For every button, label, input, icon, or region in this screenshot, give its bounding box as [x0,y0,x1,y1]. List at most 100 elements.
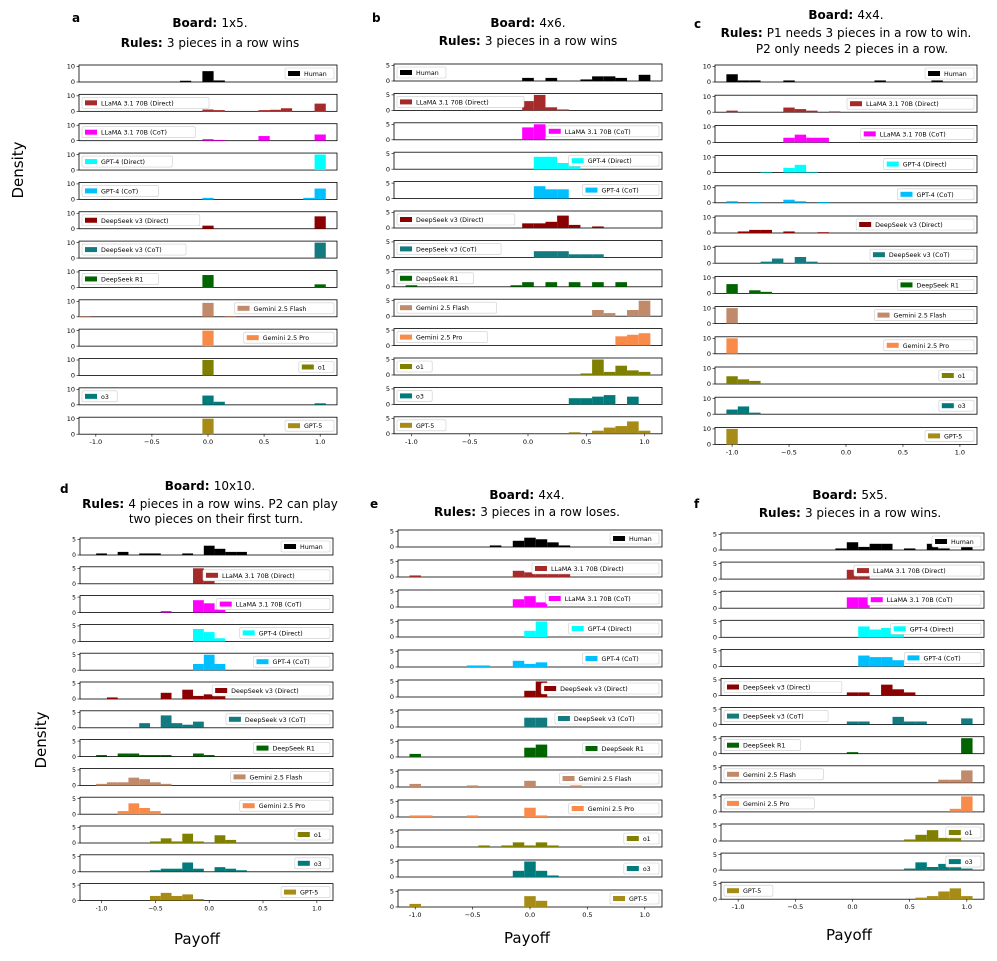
y-tick-label: 0 [713,692,717,700]
legend-swatch [900,191,913,197]
bar [874,80,886,82]
legend-swatch [246,335,259,341]
x-tick-label: −0.5 [787,903,803,911]
legend-swatch [85,247,97,253]
legend: Human [396,66,447,79]
x-tick-label: -1.0 [89,438,102,446]
y-tick-label: 10 [67,121,75,129]
panel-title-rules-b: Rules: 3 pieces in a row wins [439,34,618,48]
bar [524,780,536,787]
subplot-a-9: 0 10 Gemini 2.5 Pro [67,327,338,350]
legend-box [545,592,660,605]
y-tick-label: 5 [390,588,394,596]
legend-label: o1 [965,830,973,837]
legend-label: DeepSeek v3 (Direct) [231,688,299,695]
y-tick-label: 10 [67,298,75,306]
panel-e: e Board: 4x4. Rules: 3 pieces in a row los… [370,488,663,919]
legend-box [609,532,660,545]
bar [522,127,534,140]
bar [535,662,548,667]
y-tick-label: 5 [390,678,394,686]
subplot-d-2: 0 5 LLaMA 3.1 70B (CoT) [72,594,334,617]
subplot-e-0: 0 5 Human [390,528,663,551]
legend: Gemini 2.5 Flash [234,302,335,315]
bar [203,580,215,584]
bar [524,537,536,547]
bar [846,692,859,696]
bar [202,197,214,200]
legend: DeepSeek v3 (Direct) [81,214,201,227]
bar [171,841,183,843]
x-tick-label: −0.5 [781,448,797,456]
y-tick-label: 0 [713,895,717,903]
y-tick-label: 5 [713,560,717,568]
legend: Gemini 2.5 Pro [243,331,335,344]
legend: GPT-5 [284,419,335,432]
y-tick-label: 5 [72,767,76,774]
y-tick-label: 5 [386,91,390,99]
subplot-f-12: 0 5 GPT-5 -1.0 −0.5 0.0 0.5 1.0 [713,880,985,911]
bar [171,895,183,901]
bar [903,839,916,841]
y-tick-label: 0 [72,725,76,732]
legend: o1 [945,826,982,839]
legend-box [81,155,173,168]
bar [512,842,525,847]
legend-label: o1 [314,832,322,839]
x-tick-label: 0.5 [259,438,269,446]
bar [858,546,870,550]
legend-swatch [928,433,941,439]
legend: o1 [396,360,433,373]
bar [881,657,893,667]
bar [314,134,326,141]
legend: Human [280,540,331,553]
y-tick-label: 0 [713,604,717,612]
panel-title-board-c: Board: 4x4. [808,8,883,22]
legend-label: LLaMA 3.1 70B (Direct) [866,101,939,108]
subplot-f-6: 0 5 DeepSeek v3 (CoT) [713,705,985,729]
legend-swatch [948,830,961,835]
bar [213,139,225,141]
bar [202,275,214,288]
panel-title-rules-c: Rules: P1 needs 3 pieces in a row to win… [721,26,972,40]
bar [524,596,536,607]
legend: GPT-4 (Direct) [890,622,982,635]
legend-swatch [613,896,626,901]
legend-box [396,360,433,373]
subplot-f-3: 0 5 GPT-4 (Direct) [713,618,985,642]
bar [409,575,421,577]
legend-box [253,742,331,754]
legend-label: DeepSeek v3 (Direct) [416,217,484,224]
y-tick-label: 5 [713,822,717,830]
legend-label: Gemini 2.5 Pro [263,335,310,342]
legend-swatch [256,659,269,665]
y-tick-label: 0 [386,165,390,173]
bar [615,282,628,287]
bar [203,603,215,613]
legend-box [860,128,975,140]
legend: DeepSeek v3 (CoT) [396,243,502,255]
y-tick-label: 5 [713,589,717,597]
bar [149,553,161,555]
legend-box [294,857,331,870]
legend-swatch [571,158,584,164]
legend: Gemini 2.5 Pro [883,339,975,352]
y-tick-label: 0 [390,903,394,911]
legend-label: DeepSeek v3 (Direct) [101,218,169,225]
legend-box [81,243,187,256]
legend-label: DeepSeek v3 (Direct) [560,686,628,693]
bar [182,862,194,872]
panel-f: f Board: 5x5. Rules: 3 pieces in a row win… [694,488,985,911]
y-tick-label: 5 [713,793,717,801]
legend-box [723,710,829,722]
subplot-a-1: 0 10 LLaMA 3.1 70B (Direct) [67,92,338,116]
bar [149,755,161,757]
y-tick-label: 0 [713,663,717,671]
bar [182,689,194,699]
legend: LLaMA 3.1 70B (Direct) [396,96,525,108]
bar [915,834,927,841]
bar [533,251,546,258]
bar [203,632,215,642]
bar [817,202,829,203]
y-tick-label: 5 [713,734,717,742]
